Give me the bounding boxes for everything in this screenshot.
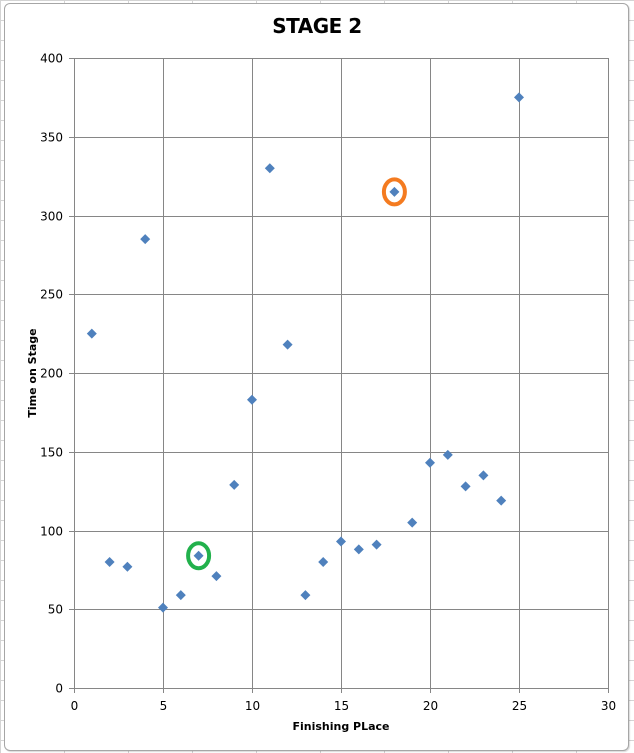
x-tick-label: 30 (601, 699, 616, 713)
y-tick-label: 100 (40, 525, 63, 539)
data-point-diamond (211, 571, 222, 582)
data-point-diamond (318, 557, 329, 567)
chart-container[interactable] (4, 3, 629, 751)
x-tick-label: 5 (160, 699, 168, 713)
data-point-diamond (86, 328, 97, 339)
data-series (86, 92, 524, 613)
data-point-diamond (496, 495, 507, 506)
gridlines (69, 58, 609, 693)
chart-title: STAGE 2 (272, 14, 362, 38)
data-point-diamond (140, 234, 151, 245)
data-point-diamond (425, 457, 435, 468)
data-point-diamond (460, 481, 471, 492)
y-tick-label: 300 (40, 210, 63, 224)
data-point-diamond (122, 561, 133, 572)
data-point-diamond (300, 590, 311, 601)
y-tick-label: 50 (48, 603, 63, 617)
data-point-diamond (407, 517, 418, 528)
x-tick-label: 10 (245, 699, 260, 713)
highlight-circle (381, 177, 407, 207)
tick-labels: 0 50 100 150 200 250 300 350 400 0 5 10 15 20 25 30 (40, 52, 616, 714)
x-axis-title: Finishing PLace (292, 720, 389, 733)
highlight-circles (186, 177, 407, 571)
data-point-diamond (371, 539, 382, 550)
data-point-diamond (282, 339, 293, 350)
data-point-diamond (193, 550, 204, 561)
data-point-diamond (389, 186, 400, 197)
data-point-diamond (514, 92, 524, 103)
data-point-diamond (247, 394, 257, 405)
data-point-diamond (336, 536, 346, 547)
y-tick-label: 150 (40, 446, 63, 460)
y-tick-label: 250 (40, 288, 63, 302)
data-point-diamond (478, 470, 489, 481)
x-tick-label: 15 (334, 699, 349, 713)
data-point-diamond (104, 557, 115, 567)
x-tick-label: 25 (512, 699, 527, 713)
highlight-circle (186, 541, 212, 571)
data-point-diamond (442, 449, 453, 460)
y-tick-label: 200 (40, 367, 63, 381)
data-point-diamond (264, 163, 275, 174)
x-tick-label: 0 (71, 699, 79, 713)
x-tick-label: 20 (423, 699, 438, 713)
y-tick-label: 350 (40, 131, 63, 145)
data-point-diamond (229, 479, 240, 490)
data-point-diamond (175, 590, 186, 601)
data-point-diamond (158, 602, 168, 613)
data-point-diamond (353, 544, 364, 555)
y-axis-title: Time on Stage (26, 328, 39, 417)
y-tick-label: 400 (40, 52, 63, 66)
y-tick-label: 0 (55, 682, 63, 696)
